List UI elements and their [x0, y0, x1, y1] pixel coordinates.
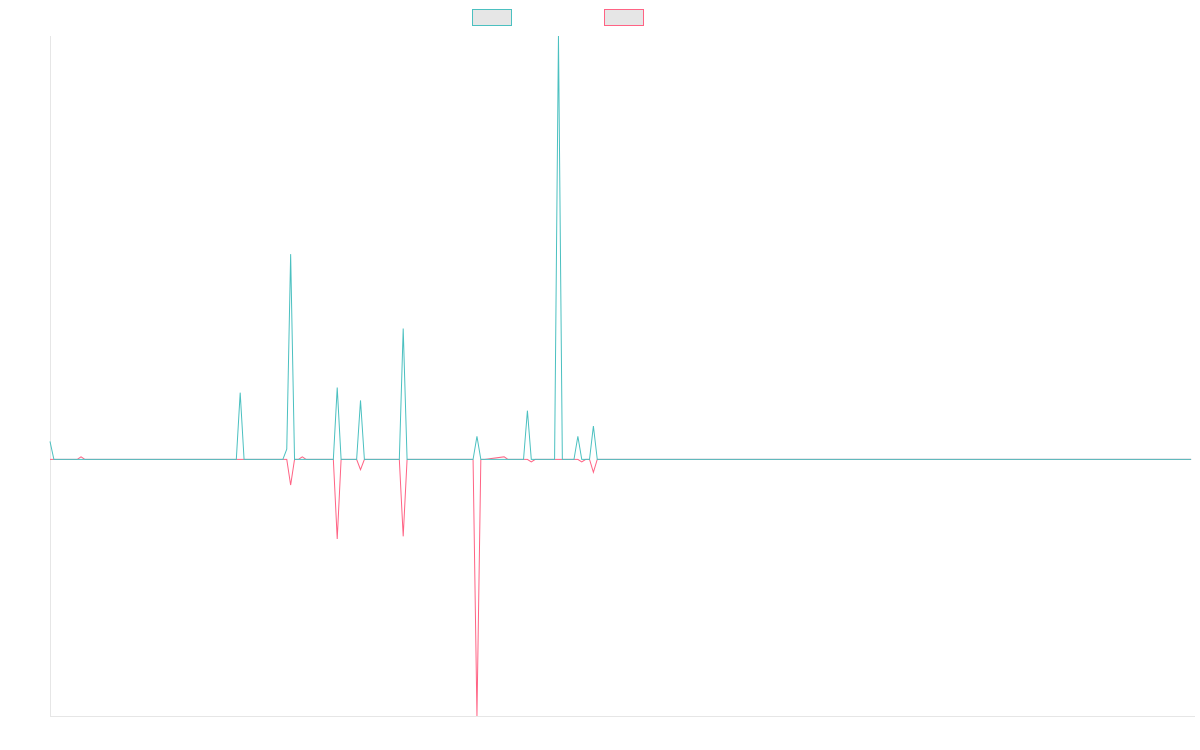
series-layer [49, 35, 1192, 717]
series-1-line [50, 456, 1192, 717]
series-0-line [49, 35, 1192, 460]
legend-swatch-series-1[interactable] [604, 9, 644, 26]
axes [50, 36, 1195, 717]
legend-swatch-series-0[interactable] [472, 9, 512, 26]
legend [472, 9, 644, 26]
